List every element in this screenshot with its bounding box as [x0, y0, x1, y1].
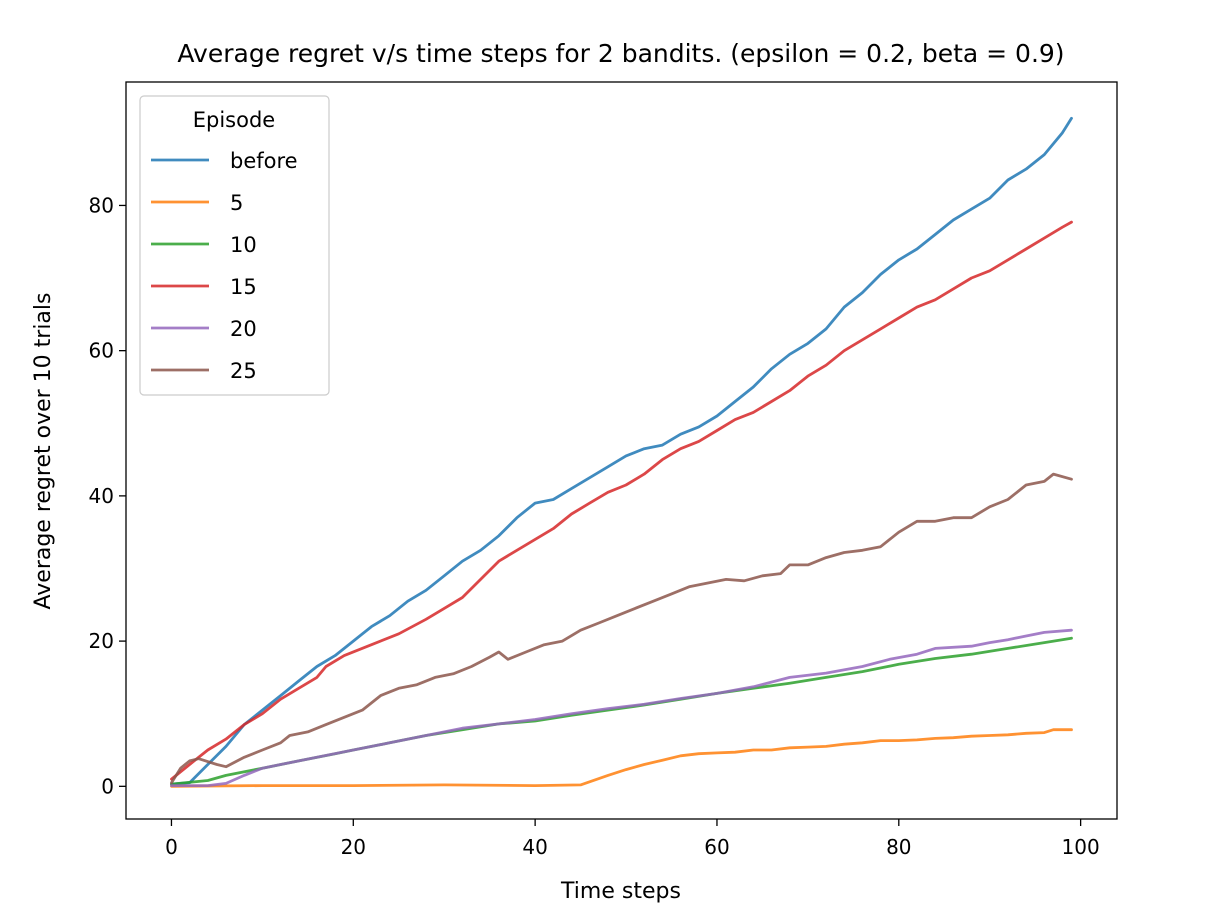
series-layer	[170, 116, 1073, 788]
axes-frame	[125, 81, 1118, 820]
series-line-5	[170, 728, 1073, 788]
x-axis-ticks: 0 20 40 60 80 100	[165, 819, 1100, 859]
x-tick-label: 100	[1062, 835, 1100, 859]
x-tick-label: 80	[886, 835, 911, 859]
x-axis-label: Time steps	[560, 879, 681, 904]
legend-entries: before 5 10 15 20 25	[151, 149, 298, 383]
x-tick-label: 0	[165, 835, 178, 859]
legend-label-10: 10	[230, 233, 257, 257]
x-tick-label: 60	[704, 835, 729, 859]
y-axis-ticks: 0 20 40 60 80	[89, 193, 126, 798]
legend-label-5: 5	[230, 191, 243, 215]
legend-label-15: 15	[230, 275, 257, 299]
series-line-20	[170, 628, 1073, 787]
legend-title: Episode	[193, 108, 275, 132]
series-line-before	[170, 116, 1073, 786]
legend-label-25: 25	[230, 359, 257, 383]
legend-box	[139, 95, 330, 396]
legend-label-20: 20	[230, 317, 257, 341]
series-line-25	[170, 472, 1073, 785]
series-line-15	[170, 220, 1073, 781]
plot-area: 0 20 40 60 80 100 0 20 40 60 80	[89, 81, 1118, 859]
y-tick-label: 80	[89, 193, 114, 217]
y-tick-label: 20	[89, 629, 114, 653]
x-tick-label: 40	[522, 835, 547, 859]
y-tick-label: 40	[89, 484, 114, 508]
legend-label-before: before	[230, 149, 298, 173]
y-tick-label: 60	[89, 339, 114, 363]
chart-title: Average regret v/s time steps for 2 band…	[177, 39, 1064, 68]
legend: Episode before 5 10 15 20 25	[139, 95, 330, 396]
x-tick-label: 20	[341, 835, 366, 859]
y-tick-label: 0	[101, 774, 114, 798]
y-axis-label: Average regret over 10 trials	[31, 293, 56, 610]
